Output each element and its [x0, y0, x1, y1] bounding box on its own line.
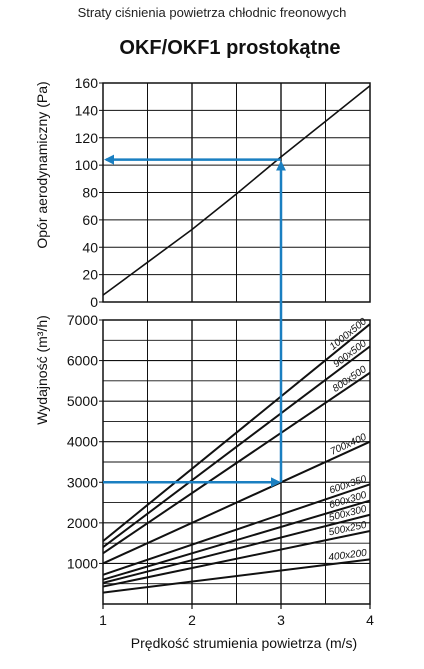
series-label-400x200: 400x200: [328, 548, 368, 564]
x-tick-label: 2: [188, 612, 196, 628]
top-y-axis-label: Opór aerodynamiczny (Pa): [34, 81, 50, 248]
bottom-y-tick-label: 1000: [67, 555, 98, 571]
capacity-line-600x300: [102, 499, 371, 581]
capacity-line-500x250: [102, 529, 371, 588]
bottom-y-tick-label: 4000: [67, 434, 98, 450]
bottom-y-tick-label: 3000: [67, 474, 98, 490]
x-tick-label: 1: [99, 612, 107, 628]
capacity-line-400x200: [102, 558, 371, 594]
top-y-tick-label: 60: [82, 212, 98, 228]
top-y-tick-label: 20: [82, 267, 98, 283]
top-y-tick-label: 120: [75, 130, 99, 146]
bottom-y-tick-label: 2000: [67, 515, 98, 531]
top-y-tick-label: 0: [90, 294, 98, 310]
top-plot-area: 0 20 40 60 80 100 120 140 160: [75, 75, 371, 310]
chart-supertitle: Straty ciśnienia powietrza chłodnic freo…: [78, 5, 347, 20]
top-y-tick-label: 160: [75, 75, 99, 91]
top-y-tick-label: 80: [82, 185, 98, 201]
bottom-y-axis-label: Wydajność (m³/h): [34, 315, 50, 425]
x-tick-label: 4: [366, 612, 374, 628]
bottom-y-tick-label: 6000: [67, 353, 98, 369]
x-axis-label: Prędkość strumienia powietrza (m/s): [131, 635, 357, 651]
chart-title: OKF/OKF1 prostokątne: [119, 37, 340, 59]
bottom-y-tick-label: 5000: [67, 393, 98, 409]
capacity-line-500x300: [102, 513, 371, 584]
capacity-line-900x500: [102, 345, 371, 548]
capacity-line-800x500: [102, 371, 371, 555]
top-y-tick-label: 100: [75, 157, 99, 173]
capacity-line-600x350: [102, 483, 371, 576]
x-tick-label: 3: [277, 612, 285, 628]
capacity-line-700x400: [102, 440, 371, 565]
top-y-tick-label: 140: [75, 102, 99, 118]
top-y-tick-label: 40: [82, 239, 98, 255]
bottom-y-tick-label: 7000: [67, 312, 98, 328]
x-axis-ticks: 1 2 3 4: [99, 604, 374, 628]
capacity-line-1000x500: [102, 323, 371, 542]
pressure-drop-curve: [102, 85, 371, 296]
reading-arrows: [103, 154, 286, 488]
